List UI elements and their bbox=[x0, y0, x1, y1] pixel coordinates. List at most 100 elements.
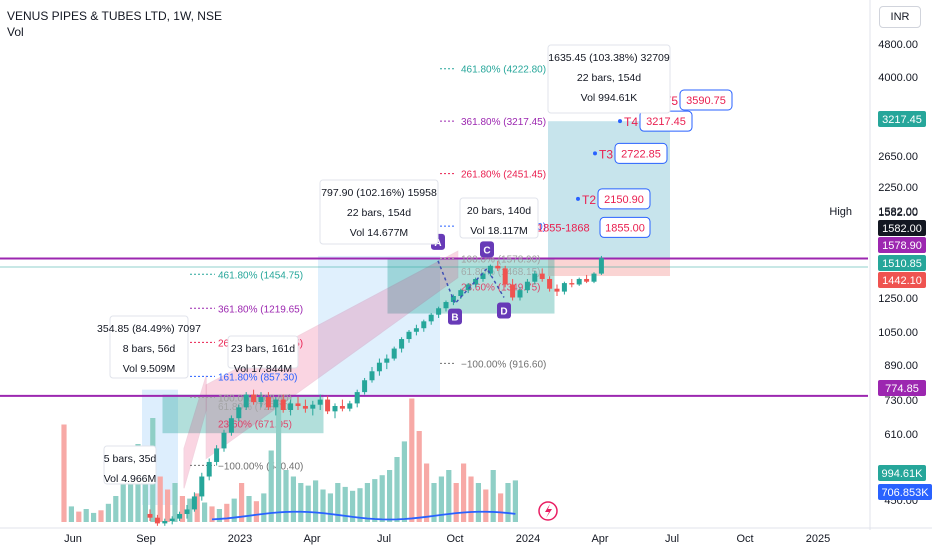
chart-header: VENUS PIPES & TUBES LTD, 1W, NSE Vol bbox=[7, 8, 222, 40]
target-value: 3590.75 bbox=[686, 95, 726, 107]
volume-bar bbox=[357, 488, 363, 522]
measure-callout-text: 5 bars, 35d bbox=[104, 453, 157, 465]
measure-callout-text: 354.85 (84.49%) 7097 bbox=[97, 323, 201, 335]
volume-bar bbox=[446, 470, 452, 522]
candle-body bbox=[325, 399, 331, 412]
price-axis-label: 1578.90 bbox=[882, 240, 922, 252]
consolidation-box-lower bbox=[162, 394, 324, 434]
candle-body bbox=[288, 403, 294, 410]
candle-body bbox=[547, 278, 553, 289]
fib-overlap-label: 61.80% (728.10) bbox=[218, 402, 292, 413]
volume-bar bbox=[475, 483, 481, 522]
candle-body bbox=[480, 273, 486, 279]
fib-level-label: 361.80% (1219.65) bbox=[218, 304, 303, 315]
volume-bar bbox=[394, 457, 400, 522]
volume-bar bbox=[505, 483, 511, 522]
candle-body bbox=[584, 278, 590, 282]
volume-bar bbox=[379, 475, 385, 522]
time-tick-label: Jun bbox=[64, 533, 82, 545]
symbol-title: VENUS PIPES & TUBES LTD, 1W, NSE bbox=[7, 9, 222, 23]
measure-callout-text: 1635.45 (103.38%) 32709 bbox=[548, 52, 670, 64]
volume-bar bbox=[350, 490, 356, 522]
measure-callout-text: 797.90 (102.16%) 15958 bbox=[321, 187, 437, 199]
wave-point-label: D bbox=[500, 306, 507, 317]
wave-point-marker bbox=[480, 241, 494, 258]
candle-body bbox=[539, 273, 545, 279]
volume-bar bbox=[453, 483, 459, 522]
volume-bar bbox=[283, 470, 289, 522]
volume-bar bbox=[298, 483, 304, 522]
candle-body bbox=[384, 358, 390, 363]
volume-bar bbox=[490, 470, 496, 522]
target-name: T4 bbox=[624, 115, 638, 129]
candle-body bbox=[317, 399, 323, 405]
candle-body bbox=[524, 281, 530, 291]
currency-button[interactable]: INR bbox=[879, 6, 921, 28]
volume-bar bbox=[179, 496, 185, 522]
target-value-box bbox=[614, 142, 668, 164]
candle-body bbox=[487, 265, 493, 274]
volume-bar bbox=[76, 511, 82, 522]
fib-overlap-label: 23.60% (1349.75) bbox=[461, 283, 541, 294]
time-tick-label: Apr bbox=[591, 533, 608, 545]
target-dot bbox=[576, 196, 580, 201]
volume-bar bbox=[335, 483, 341, 522]
volume-axis-label: 994.61K bbox=[882, 468, 924, 480]
candle-body bbox=[354, 392, 360, 404]
measure-callout-text: Vol 18.117M bbox=[470, 225, 528, 237]
price-tick-label: 2650.00 bbox=[878, 151, 918, 163]
fib-level-label: 461.80% (4222.80) bbox=[461, 65, 546, 76]
volume-bar bbox=[424, 463, 430, 522]
time-tick-label: 2024 bbox=[516, 533, 540, 545]
candle-body bbox=[369, 371, 375, 381]
volume-bar bbox=[364, 483, 370, 522]
volume-bar bbox=[98, 510, 104, 522]
volume-bar bbox=[128, 463, 134, 522]
price-axis-label: 1582.00 bbox=[882, 223, 922, 235]
time-tick-label: Jul bbox=[665, 533, 679, 545]
volume-bar bbox=[498, 493, 504, 522]
candle-body bbox=[406, 331, 412, 340]
candle-body bbox=[428, 314, 434, 322]
candle-body bbox=[347, 403, 353, 409]
fib-overlap-label: 23.60% (671.95) bbox=[218, 419, 292, 430]
fib-level-label: −100.00% (540.40) bbox=[218, 461, 303, 472]
volume-bar bbox=[209, 506, 215, 522]
candle-body bbox=[443, 302, 449, 309]
time-tick-label: Apr bbox=[303, 533, 320, 545]
volume-bar bbox=[305, 485, 311, 522]
price-tick-label: 890.00 bbox=[884, 360, 918, 372]
volume-ma-axis-label: 706.853K bbox=[881, 487, 929, 499]
volume-ma-axis-label-bg bbox=[878, 484, 932, 500]
target-value-box bbox=[597, 188, 651, 210]
candle-body bbox=[191, 496, 197, 510]
price-tick-label: 730.00 bbox=[884, 395, 918, 407]
volume-bar bbox=[105, 503, 111, 522]
fib-overlap-label: 61.80% (1468.15) bbox=[461, 267, 541, 278]
volume-bar bbox=[327, 493, 333, 522]
volume-bar bbox=[142, 450, 148, 522]
fib-level-label: 261.80% (2451.45) bbox=[461, 170, 546, 181]
candle-body bbox=[228, 418, 234, 433]
price-axis-label-bg bbox=[878, 272, 926, 288]
wave-point-marker bbox=[448, 308, 462, 325]
measure-callout bbox=[459, 197, 539, 239]
fib-level-label: 100.0% (1578.90) bbox=[461, 255, 541, 266]
target-value-box bbox=[679, 89, 733, 111]
target-name: T2 bbox=[582, 193, 596, 207]
price-axis-label: 1442.10 bbox=[882, 275, 922, 287]
volume-bar bbox=[313, 480, 319, 522]
time-tick-label: Jul bbox=[377, 533, 391, 545]
volume-bar bbox=[61, 424, 67, 522]
wave-pattern-path bbox=[437, 260, 505, 305]
measure-callout bbox=[103, 445, 157, 485]
target-dot bbox=[593, 151, 597, 156]
volume-bar bbox=[253, 501, 259, 522]
candle-body bbox=[399, 339, 405, 349]
volume-bar bbox=[261, 493, 267, 522]
rising-channel-small bbox=[183, 375, 207, 489]
candle-body bbox=[154, 517, 160, 524]
candle-body bbox=[206, 461, 212, 477]
time-tick-label: 2023 bbox=[228, 533, 252, 545]
